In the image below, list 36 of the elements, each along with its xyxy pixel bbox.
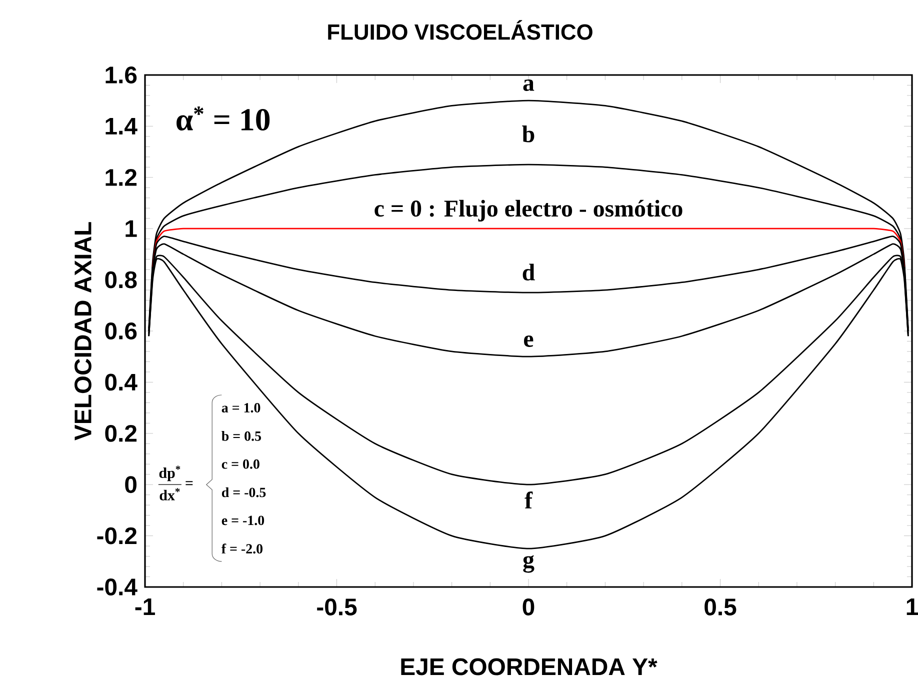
y-tick-label: 1.6 <box>106 66 137 84</box>
x-tick-label: 0 <box>522 598 534 616</box>
y-tick-label: 0.6 <box>105 322 137 340</box>
annotation: = <box>186 481 193 486</box>
annotation: f = -2.0 <box>221 544 262 554</box>
y-tick-label: 1.4 <box>106 118 138 134</box>
y-tick-label: 0.2 <box>105 424 137 442</box>
y-tick-label: -0.4 <box>97 578 138 596</box>
annotation: dp$^{*}$ <box>159 466 180 482</box>
x-tick-label: 0.5 <box>704 598 736 616</box>
y-axis-title: VELOCIDAD AXIAL <box>74 222 92 440</box>
x-axis-title: EJE COORDENADA Y* <box>401 658 658 676</box>
annotation: c = 0.0 <box>222 459 260 469</box>
annotation: dx$^{*}$ <box>160 488 180 500</box>
series-label: b <box>522 125 534 142</box>
y-tick-label: 0.8 <box>105 271 137 288</box>
y-tick-label: -0.2 <box>97 527 137 544</box>
chart-title: FLUIDO VISCOELÁSTICO <box>328 20 592 40</box>
y-tick-label: 0.4 <box>105 374 138 391</box>
x-tick-label: 1 <box>906 598 918 615</box>
series-label: g <box>523 555 534 573</box>
y-tick-label: 1 <box>126 220 137 237</box>
annotation: α$^{*}$ = 10 <box>176 106 270 131</box>
annotation: e = -1.0 <box>222 516 264 526</box>
series-label: d <box>522 264 535 281</box>
series-label: a <box>523 80 534 91</box>
series-label: f <box>524 492 533 508</box>
y-tick-label: 0 <box>125 476 136 494</box>
series-label: e <box>524 336 534 347</box>
y-tick-label: 1.2 <box>106 169 137 186</box>
annotation: d = -0.5 <box>222 487 266 498</box>
series-label: c = 0 : Flujo electro - osmótico <box>374 200 682 222</box>
x-tick-label: -1 <box>135 598 155 615</box>
annotation: b = 0.5 <box>222 431 261 441</box>
annotation: a = 1.0 <box>222 403 260 413</box>
x-tick-label: -0.5 <box>317 598 357 616</box>
